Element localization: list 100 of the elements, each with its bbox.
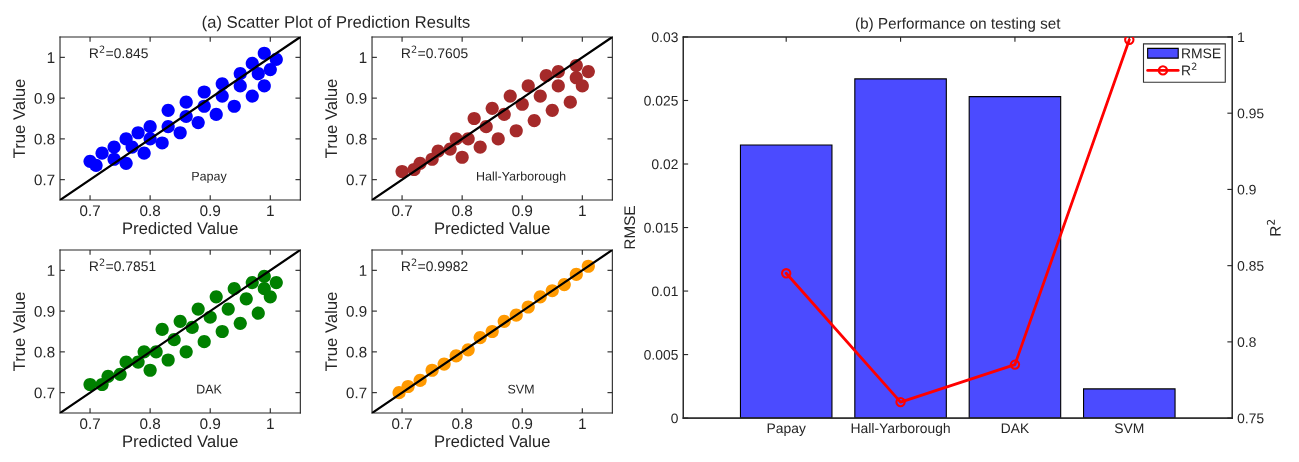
x-tick-label: 1 [267,205,274,216]
point [89,158,103,172]
y2-tick-label: 0.95 [1237,108,1264,119]
point [173,314,187,328]
x-axis-title: Predicted Value [435,221,550,235]
y-tick-label: 0.025 [644,95,678,106]
bar [1083,388,1176,419]
point [527,113,541,128]
point [473,140,487,154]
bar [739,144,833,419]
y-axis-title: True Value [12,292,26,371]
point [257,46,271,60]
bar [854,78,947,419]
point [155,136,169,150]
legend-label: R$^{2}$ [1182,62,1197,76]
point [179,345,193,359]
point [191,302,205,316]
x-tick-label: 0.8 [140,418,161,430]
y-tick-label: 0.7 [346,174,367,186]
y-tick-label: 0.015 [644,222,678,233]
point [503,89,517,103]
x-tick-label: 0.7 [80,418,100,430]
y-tick-label: 0.03 [651,32,678,43]
x-tick-label: 0.8 [452,205,473,217]
point [485,101,499,115]
y-tick-label: 0.9 [346,305,367,317]
y-tick-label: 0.7 [34,387,55,399]
x-tick-label: 0.7 [392,205,412,217]
x-axis-title: Predicted Value [123,434,238,448]
point [191,115,205,130]
y-tick-label: 0.9 [34,305,55,317]
y-tick-label: 1 [359,265,367,276]
point [251,306,265,320]
legend-label: RMSE [1182,48,1221,59]
x-tick-label: DAK [1001,423,1030,434]
x-tick-label: Hall-Yarborough [851,422,950,436]
annotation: Hall-Yarborough [477,171,566,184]
point [563,95,577,109]
y-tick-label: 1 [359,52,367,63]
y-axis-title: True Value [324,292,338,371]
point [233,79,247,93]
point [197,335,211,349]
point [155,322,169,337]
x-axis-title: Predicted Value [123,221,238,235]
x-tick-label: Papay [767,423,806,436]
point [1124,36,1135,45]
x-tick-label: 0.8 [452,418,473,430]
point [263,62,277,77]
point [173,126,187,140]
annotation: SVM [508,384,534,394]
y-axis-title: RMSE [624,206,636,249]
annotation: R$^{2}$=0.7851 [89,258,156,272]
y-tick-label: 1 [47,52,55,63]
x-tick-label: 0.9 [512,205,533,217]
y2-tick-label: 1 [1238,32,1245,42]
x-tick-label: 0.8 [140,205,161,217]
point [509,124,523,138]
y-tick-label: 0.9 [34,92,55,104]
annotation: R$^{2}$=0.845 [89,45,148,59]
y-tick-label: 0.02 [651,159,678,170]
annotation: Papay [192,171,227,184]
point [245,89,259,103]
x-tick-label: 1 [579,418,586,429]
y-axis-title: True Value [324,79,338,158]
point [221,302,235,316]
point [521,79,535,93]
x-tick-label: SVM [1114,423,1144,434]
point [179,95,193,109]
point [239,292,253,306]
y-tick-label: 0.005 [644,349,678,360]
x-axis-title: Predicted Value [435,434,550,448]
y2-tick-label: 0.85 [1237,260,1264,271]
y-tick-label: 0.8 [34,346,55,358]
point [545,103,559,117]
y-tick-label: 1 [47,265,55,276]
point [533,89,547,103]
point [197,85,211,99]
point [209,290,223,304]
y-tick-label: 0.8 [346,346,367,358]
x-tick-label: 0.7 [392,418,412,430]
point [575,79,589,93]
y-axis-title: True Value [12,79,26,158]
point [269,275,283,290]
point [455,150,469,164]
point [251,67,265,81]
point [467,111,481,126]
y-tick-label: 0.8 [34,133,55,145]
y2-tick-label: 0.8 [1237,337,1256,348]
point [95,146,109,160]
point [143,120,157,134]
point [143,363,157,377]
chart-title: (b) Performance on testing set [855,17,1061,32]
point [107,140,121,154]
y-tick-label: 0.8 [346,133,367,145]
bar [968,96,1062,419]
point [119,156,133,170]
annotation: DAK [197,384,222,394]
x-tick-label: 0.9 [200,205,221,217]
point [83,377,97,392]
point [263,290,277,304]
